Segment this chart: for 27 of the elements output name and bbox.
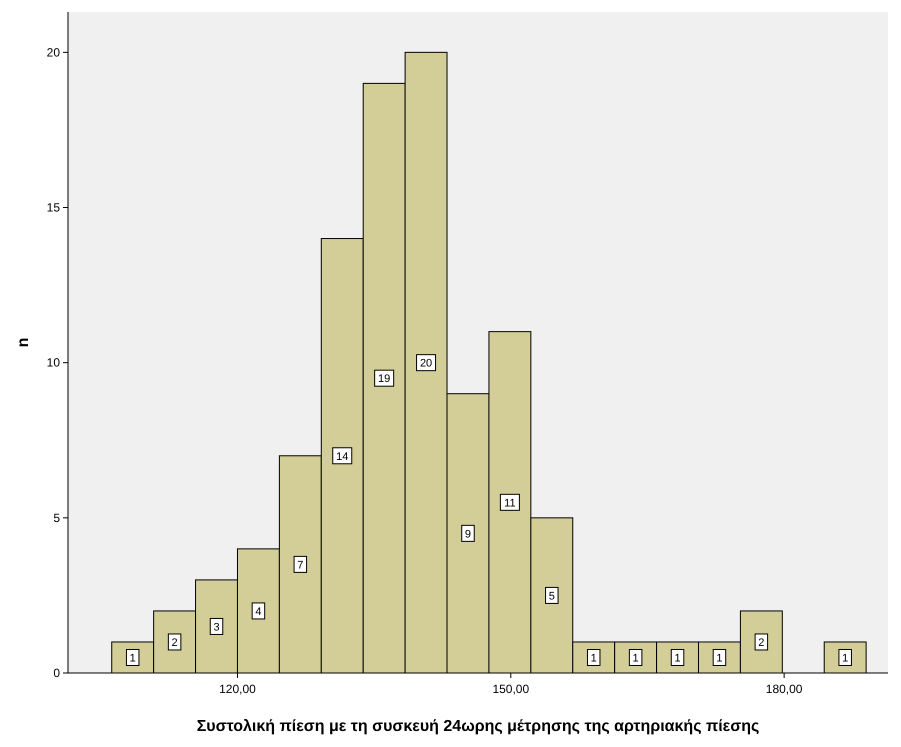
data-label: 1 [716, 652, 723, 664]
data-label: 11 [504, 497, 516, 510]
data-label: 3 [213, 621, 220, 634]
data-label: 2 [172, 636, 178, 649]
data-label: 20 [420, 358, 432, 370]
data-label: 5 [548, 590, 555, 602]
data-label: 1 [674, 652, 681, 664]
data-label: 7 [297, 559, 304, 572]
y-tick-label: 0 [53, 666, 60, 680]
data-label: 14 [336, 450, 348, 463]
data-label: 1 [590, 652, 597, 664]
x-axis-title: Συστολική πίεση με τη συσκευή 24ωρης μέτρησης της αρτηριακής πίεσης [196, 718, 760, 735]
data-label: 1 [842, 652, 848, 664]
y-axis-title: n [15, 338, 32, 348]
data-label: 1 [130, 652, 136, 664]
x-tick-label: 120,00 [219, 682, 256, 696]
data-label: 2 [758, 636, 764, 649]
data-label: 1 [632, 652, 639, 664]
y-tick-label: 5 [53, 510, 60, 525]
y-tick-label: 20 [46, 45, 60, 60]
x-tick-label: 180,00 [766, 682, 803, 696]
y-tick-label: 10 [46, 356, 60, 370]
x-tick-label: 150,00 [492, 682, 530, 696]
data-label: 19 [378, 373, 390, 386]
data-label: 4 [255, 606, 262, 618]
y-tick-label: 15 [46, 200, 60, 215]
data-label: 9 [464, 528, 472, 540]
